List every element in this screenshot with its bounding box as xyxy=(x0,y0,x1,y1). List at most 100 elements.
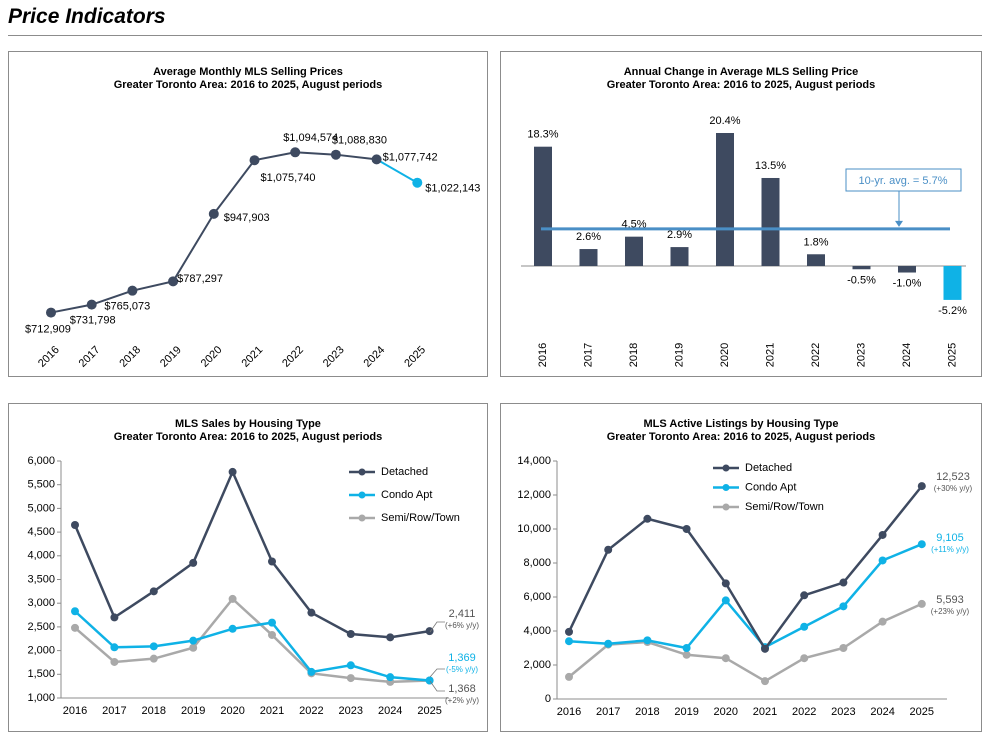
series-end-leader xyxy=(429,680,445,692)
series-point xyxy=(800,622,809,631)
y-tick-label: 2,000 xyxy=(27,645,55,657)
series-point xyxy=(228,624,237,633)
legend-swatch-marker xyxy=(722,503,730,511)
price-line-chart: $712,909$731,798 $765,073 $787,297 $947,903… xyxy=(25,132,480,370)
series-end-change: (+2% y/y) xyxy=(445,696,479,705)
series-point xyxy=(346,674,355,683)
y-tick-label: 2,000 xyxy=(523,659,551,671)
price-data-label: $731,798 xyxy=(70,315,116,327)
change-bar xyxy=(625,236,643,266)
price-latest-segment xyxy=(376,158,418,184)
series-end-value: 1,368 xyxy=(448,683,476,695)
y-tick-label: 0 xyxy=(545,693,551,705)
chart-subtitle: Greater Toronto Area: 2016 to 2025, Augu… xyxy=(113,431,383,443)
series-point xyxy=(268,618,276,627)
series-point xyxy=(604,545,613,554)
series-point xyxy=(189,636,198,645)
change-data-label: -0.5% xyxy=(847,274,876,286)
change-bar xyxy=(943,266,962,300)
x-tick-label: 2023 xyxy=(831,706,855,718)
average-callout-box xyxy=(845,168,962,192)
series-end-leader xyxy=(429,668,445,678)
x-tick-label: 2018 xyxy=(117,344,143,370)
change-bar xyxy=(852,266,871,270)
price-data-label: $765,073 xyxy=(104,301,150,313)
series-point xyxy=(839,578,848,587)
series-point xyxy=(268,557,276,566)
change-bar-chart: 18.3%20162.6%20174.5%20182.9%201920.4%20… xyxy=(521,115,967,367)
panel-sales-chart: MLS Sales by Housing Type Greater Toront… xyxy=(8,403,488,732)
chart-title: MLS Active Listings by Housing Type xyxy=(643,418,839,430)
series-end-leader xyxy=(429,621,445,633)
y-tick-label: 12,000 xyxy=(517,489,551,501)
change-data-label: 2.6% xyxy=(576,231,601,243)
legend-label: Detached xyxy=(745,462,792,474)
x-tick-label: 2024 xyxy=(362,344,388,370)
series-point xyxy=(761,644,769,653)
price-point xyxy=(330,149,341,160)
price-data-label: $1,077,742 xyxy=(383,151,438,163)
series-point xyxy=(643,514,652,523)
x-tick-label: 2019 xyxy=(674,706,698,718)
series-point xyxy=(307,667,316,676)
series-end-value: 2,411 xyxy=(449,608,476,620)
series-end-value: 1,369 xyxy=(448,652,476,664)
listings-line-chart: 0 2,000 4,000 6,000 8,000 10,000 12,000 14,000 2… xyxy=(517,455,973,718)
price-point xyxy=(290,147,301,158)
x-tick-label: 2018 xyxy=(628,343,640,367)
x-tick-label: 2022 xyxy=(280,344,306,370)
series-point xyxy=(149,642,158,651)
x-tick-label: 2019 xyxy=(158,344,184,370)
price-point xyxy=(249,155,260,166)
series-point xyxy=(800,591,809,600)
x-tick-label: 2020 xyxy=(199,344,225,370)
chart-subtitle: Greater Toronto Area: 2016 to 2025, Augu… xyxy=(606,431,876,443)
series-end-value: 5,593 xyxy=(936,594,964,606)
price-series-line xyxy=(50,151,377,314)
x-tick-label: 2021 xyxy=(260,705,284,717)
chart-title: Average Monthly MLS Selling Prices xyxy=(153,66,343,78)
y-tick-label: 5,500 xyxy=(27,479,55,491)
series-point xyxy=(917,482,926,491)
series-point xyxy=(721,654,730,663)
change-data-label: 18.3% xyxy=(527,129,558,141)
price-point xyxy=(208,208,219,219)
change-bar xyxy=(761,177,780,266)
series-point xyxy=(917,540,926,549)
series-point xyxy=(682,525,691,533)
change-data-label: 1.8% xyxy=(803,236,828,248)
series-point xyxy=(917,599,926,608)
y-tick-label: 10,000 xyxy=(517,523,551,535)
y-tick-label: 1,500 xyxy=(27,668,55,680)
price-data-label: $1,094,574 xyxy=(283,132,338,144)
series-point xyxy=(346,630,355,639)
series-point xyxy=(189,558,198,567)
series-point xyxy=(71,607,79,616)
x-tick-label: 2016 xyxy=(537,343,549,367)
series-point xyxy=(721,579,730,588)
price-data-label: $1,075,740 xyxy=(261,172,316,184)
series-point xyxy=(71,520,79,529)
series-line-condo-apt xyxy=(74,610,430,682)
series-point xyxy=(839,602,848,611)
series-point xyxy=(878,617,887,626)
legend-label: Condo Apt xyxy=(745,481,796,493)
chart-title: Annual Change in Average MLS Selling Pri… xyxy=(623,66,859,78)
x-tick-label: 2019 xyxy=(181,705,205,717)
legend-swatch-marker xyxy=(358,491,366,499)
x-tick-label: 2024 xyxy=(870,706,894,718)
series-end-change: (+30% y/y) xyxy=(934,484,973,493)
series-line-semi-row-town xyxy=(568,602,923,683)
x-tick-label: 2016 xyxy=(36,344,62,370)
y-tick-label: 4,000 xyxy=(523,625,551,637)
x-tick-label: 2025 xyxy=(402,344,428,370)
page-title: Price Indicators xyxy=(8,5,166,28)
series-line-condo-apt xyxy=(568,543,923,650)
series-point xyxy=(110,643,119,652)
panel-price-chart: Average Monthly MLS Selling Prices Great… xyxy=(8,51,488,377)
series-point xyxy=(878,556,887,565)
series-point xyxy=(721,596,730,605)
series-point xyxy=(386,633,395,642)
panel-change-chart: Annual Change in Average MLS Selling Pri… xyxy=(500,51,982,377)
series-point xyxy=(228,467,237,476)
